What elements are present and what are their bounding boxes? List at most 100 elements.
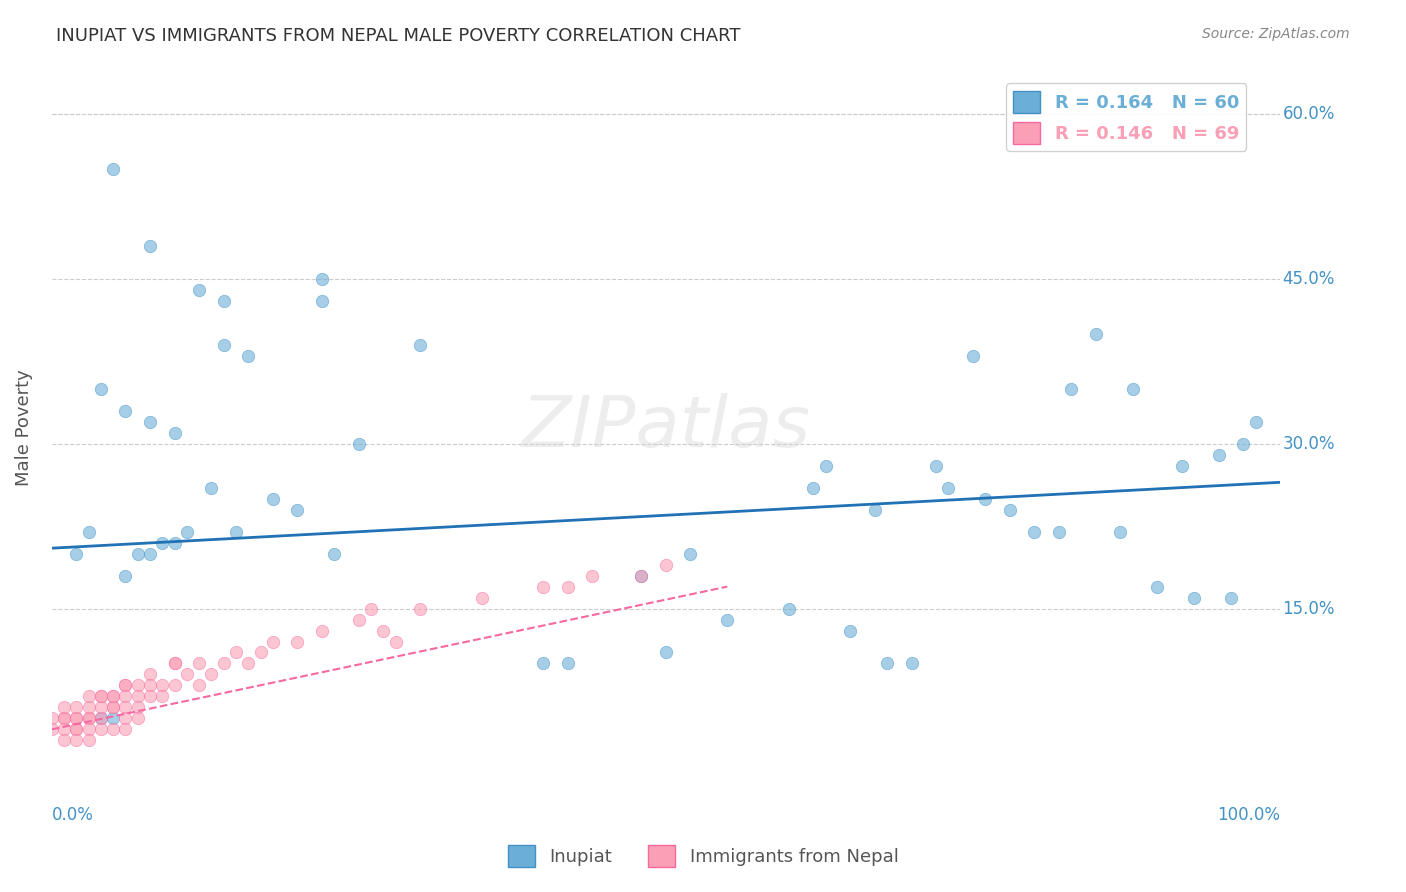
Inupiat bbox=[347, 437, 370, 451]
Inupiat bbox=[974, 491, 997, 506]
Immigrants from Nepal bbox=[77, 690, 100, 704]
Immigrants from Nepal bbox=[139, 667, 162, 681]
Inupiat bbox=[814, 458, 837, 473]
Immigrants from Nepal bbox=[655, 558, 678, 572]
Immigrants from Nepal bbox=[41, 723, 63, 737]
Immigrants from Nepal bbox=[127, 678, 149, 692]
Inupiat bbox=[1171, 458, 1194, 473]
Inupiat bbox=[1084, 327, 1107, 342]
Inupiat bbox=[1060, 382, 1083, 396]
Immigrants from Nepal bbox=[90, 690, 112, 704]
Inupiat bbox=[630, 568, 652, 582]
Legend: Inupiat, Immigrants from Nepal: Inupiat, Immigrants from Nepal bbox=[501, 838, 905, 874]
Immigrants from Nepal bbox=[262, 634, 284, 648]
Text: 60.0%: 60.0% bbox=[1282, 105, 1334, 123]
Immigrants from Nepal bbox=[531, 580, 554, 594]
Inupiat bbox=[238, 349, 260, 363]
Inupiat bbox=[801, 481, 824, 495]
Immigrants from Nepal bbox=[53, 733, 76, 747]
Text: ZIPatlas: ZIPatlas bbox=[522, 392, 810, 462]
Inupiat bbox=[962, 349, 984, 363]
Immigrants from Nepal bbox=[65, 723, 87, 737]
Inupiat bbox=[90, 382, 112, 396]
Text: 0.0%: 0.0% bbox=[52, 806, 94, 824]
Immigrants from Nepal bbox=[114, 723, 136, 737]
Immigrants from Nepal bbox=[77, 700, 100, 714]
Immigrants from Nepal bbox=[139, 690, 162, 704]
Inupiat bbox=[287, 502, 309, 516]
Inupiat bbox=[262, 491, 284, 506]
Immigrants from Nepal bbox=[65, 711, 87, 725]
Immigrants from Nepal bbox=[471, 591, 494, 605]
Immigrants from Nepal bbox=[65, 700, 87, 714]
Inupiat bbox=[1047, 524, 1070, 539]
Text: 15.0%: 15.0% bbox=[1282, 599, 1336, 617]
Inupiat bbox=[1219, 591, 1241, 605]
Immigrants from Nepal bbox=[188, 657, 211, 671]
Inupiat bbox=[311, 272, 333, 286]
Text: 45.0%: 45.0% bbox=[1282, 270, 1334, 288]
Y-axis label: Male Poverty: Male Poverty bbox=[15, 369, 32, 486]
Immigrants from Nepal bbox=[101, 690, 124, 704]
Inupiat bbox=[90, 711, 112, 725]
Inupiat bbox=[1122, 382, 1144, 396]
Immigrants from Nepal bbox=[176, 667, 198, 681]
Immigrants from Nepal bbox=[114, 678, 136, 692]
Immigrants from Nepal bbox=[139, 678, 162, 692]
Inupiat bbox=[863, 502, 886, 516]
Inupiat bbox=[127, 547, 149, 561]
Inupiat bbox=[163, 535, 186, 549]
Immigrants from Nepal bbox=[65, 711, 87, 725]
Inupiat bbox=[311, 294, 333, 309]
Immigrants from Nepal bbox=[53, 723, 76, 737]
Immigrants from Nepal bbox=[287, 634, 309, 648]
Immigrants from Nepal bbox=[347, 613, 370, 627]
Inupiat bbox=[176, 524, 198, 539]
Inupiat bbox=[200, 481, 222, 495]
Immigrants from Nepal bbox=[384, 634, 406, 648]
Immigrants from Nepal bbox=[53, 711, 76, 725]
Inupiat bbox=[925, 458, 948, 473]
Inupiat bbox=[1024, 524, 1046, 539]
Immigrants from Nepal bbox=[225, 645, 247, 659]
Immigrants from Nepal bbox=[557, 580, 579, 594]
Immigrants from Nepal bbox=[114, 678, 136, 692]
Inupiat bbox=[900, 657, 922, 671]
Immigrants from Nepal bbox=[114, 700, 136, 714]
Immigrants from Nepal bbox=[65, 723, 87, 737]
Text: 30.0%: 30.0% bbox=[1282, 435, 1336, 453]
Inupiat bbox=[1244, 415, 1267, 429]
Immigrants from Nepal bbox=[53, 700, 76, 714]
Inupiat bbox=[1208, 448, 1230, 462]
Immigrants from Nepal bbox=[238, 657, 260, 671]
Text: 100.0%: 100.0% bbox=[1218, 806, 1279, 824]
Inupiat bbox=[225, 524, 247, 539]
Inupiat bbox=[716, 613, 738, 627]
Inupiat bbox=[139, 415, 162, 429]
Immigrants from Nepal bbox=[150, 678, 173, 692]
Immigrants from Nepal bbox=[101, 700, 124, 714]
Immigrants from Nepal bbox=[212, 657, 235, 671]
Immigrants from Nepal bbox=[373, 624, 395, 638]
Inupiat bbox=[114, 404, 136, 418]
Immigrants from Nepal bbox=[360, 601, 382, 615]
Inupiat bbox=[557, 657, 579, 671]
Legend: R = 0.164   N = 60, R = 0.146   N = 69: R = 0.164 N = 60, R = 0.146 N = 69 bbox=[1007, 83, 1247, 151]
Immigrants from Nepal bbox=[163, 657, 186, 671]
Immigrants from Nepal bbox=[127, 700, 149, 714]
Inupiat bbox=[139, 547, 162, 561]
Inupiat bbox=[163, 425, 186, 440]
Inupiat bbox=[839, 624, 862, 638]
Immigrants from Nepal bbox=[114, 711, 136, 725]
Inupiat bbox=[679, 547, 702, 561]
Inupiat bbox=[655, 645, 678, 659]
Immigrants from Nepal bbox=[53, 711, 76, 725]
Inupiat bbox=[998, 502, 1021, 516]
Inupiat bbox=[323, 547, 346, 561]
Inupiat bbox=[101, 711, 124, 725]
Immigrants from Nepal bbox=[200, 667, 222, 681]
Immigrants from Nepal bbox=[150, 690, 173, 704]
Immigrants from Nepal bbox=[41, 711, 63, 725]
Inupiat bbox=[101, 162, 124, 177]
Inupiat bbox=[938, 481, 960, 495]
